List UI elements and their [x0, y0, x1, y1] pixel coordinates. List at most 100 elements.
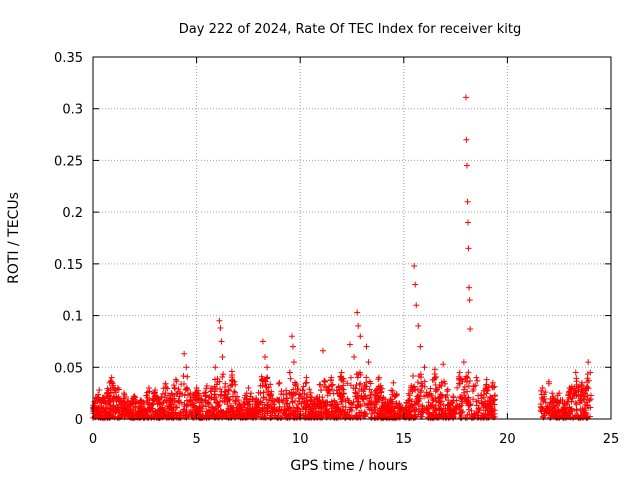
data-point-noise: [138, 409, 145, 416]
data-point-noise: [249, 396, 256, 403]
data-point-noise: [183, 406, 190, 413]
data-point-noise: [155, 395, 162, 402]
data-point-noise: [184, 386, 191, 393]
data-point-noise: [195, 397, 202, 404]
data-point-noise: [147, 408, 154, 415]
data-point-noise: [231, 411, 238, 418]
data-point-noise: [405, 390, 412, 397]
data-point-noise: [299, 387, 306, 394]
data-point: [357, 333, 364, 340]
data-point: [539, 384, 546, 391]
data-point-noise: [469, 387, 476, 394]
y-tick-label: 0.05: [54, 361, 83, 376]
data-point-noise: [306, 386, 313, 393]
data-point-noise: [132, 410, 139, 417]
x-tick-label: 25: [603, 432, 620, 447]
data-point-noise: [568, 405, 575, 412]
y-tick-label: 0: [75, 413, 83, 428]
data-point-noise: [450, 408, 457, 415]
x-tick-label: 15: [396, 432, 413, 447]
data-point-noise: [98, 405, 105, 412]
data-point-noise: [403, 399, 410, 406]
data-point-noise: [456, 380, 463, 387]
data-point-noise: [541, 408, 548, 415]
data-point: [218, 338, 225, 345]
data-point-noise: [580, 409, 587, 416]
data-point-noise: [378, 388, 385, 395]
data-point-noise: [118, 411, 125, 418]
data-point-noise: [489, 382, 496, 389]
data-point-noise: [198, 399, 205, 406]
data-point-noise: [247, 393, 254, 400]
data-point-noise: [582, 390, 589, 397]
data-point: [585, 359, 592, 366]
data-point: [363, 343, 370, 350]
data-point-noise: [374, 409, 381, 416]
data-point-noise: [245, 412, 252, 419]
data-point-noise: [278, 407, 285, 414]
data-point-noise: [152, 409, 159, 416]
data-point-noise: [438, 391, 445, 398]
data-point: [217, 324, 224, 331]
data-point-noise: [164, 414, 171, 421]
data-point-noise: [483, 414, 490, 421]
data-point-noise: [427, 385, 434, 392]
data-point-noise: [464, 400, 471, 407]
data-point-noise: [346, 399, 353, 406]
data-point-noise: [337, 391, 344, 398]
data-point-noise: [308, 397, 315, 404]
data-point-noise: [213, 385, 220, 392]
data-point: [245, 384, 252, 391]
data-point: [121, 390, 128, 397]
data-point-noise: [414, 386, 421, 393]
data-point-noise: [429, 396, 436, 403]
data-point-noise: [284, 395, 291, 402]
data-point-noise: [483, 390, 490, 397]
data-point-noise: [267, 381, 274, 388]
data-point-noise: [150, 413, 157, 420]
data-point-noise: [346, 406, 353, 413]
data-point-noise: [550, 403, 557, 410]
data-point: [417, 343, 424, 350]
data-point-noise: [573, 401, 580, 408]
data-point-noise: [382, 407, 389, 414]
data-point-noise: [199, 402, 206, 409]
data-point-noise: [491, 392, 498, 399]
x-axis-label: GPS time / hours: [290, 458, 407, 474]
data-point-noise: [442, 380, 449, 387]
data-point-noise: [127, 406, 134, 413]
data-point-noise: [411, 413, 418, 420]
data-point-noise: [457, 409, 464, 416]
data-point: [412, 281, 419, 288]
data-point-noise: [232, 397, 239, 404]
data-point-noise: [582, 405, 589, 412]
data-point-noise: [469, 413, 476, 420]
data-point-noise: [293, 389, 300, 396]
data-point-noise: [275, 397, 282, 404]
data-point-noise: [362, 392, 369, 399]
data-point-noise: [311, 401, 318, 408]
data-point-noise: [334, 401, 341, 408]
data-point-noise: [344, 380, 351, 387]
data-point-noise: [186, 392, 193, 399]
data-point-noise: [263, 375, 270, 382]
data-point: [172, 376, 179, 383]
data-point-noise: [230, 393, 237, 400]
data-point-noise: [450, 397, 457, 404]
data-point-noise: [542, 399, 549, 406]
data-point-noise: [374, 414, 381, 421]
data-point-noise: [247, 390, 254, 397]
data-point-noise: [408, 398, 415, 405]
data-point-noise: [575, 388, 582, 395]
data-point-noise: [425, 399, 432, 406]
data-point-noise: [206, 394, 213, 401]
data-point-noise: [563, 400, 570, 407]
data-point-noise: [362, 411, 369, 418]
data-point-noise: [302, 380, 309, 387]
data-point-noise: [222, 412, 229, 419]
data-point-noise: [160, 399, 167, 406]
data-point-noise: [96, 399, 103, 406]
data-point-noise: [372, 406, 379, 413]
data-point-noise: [584, 402, 591, 409]
data-point-noise: [253, 395, 260, 402]
